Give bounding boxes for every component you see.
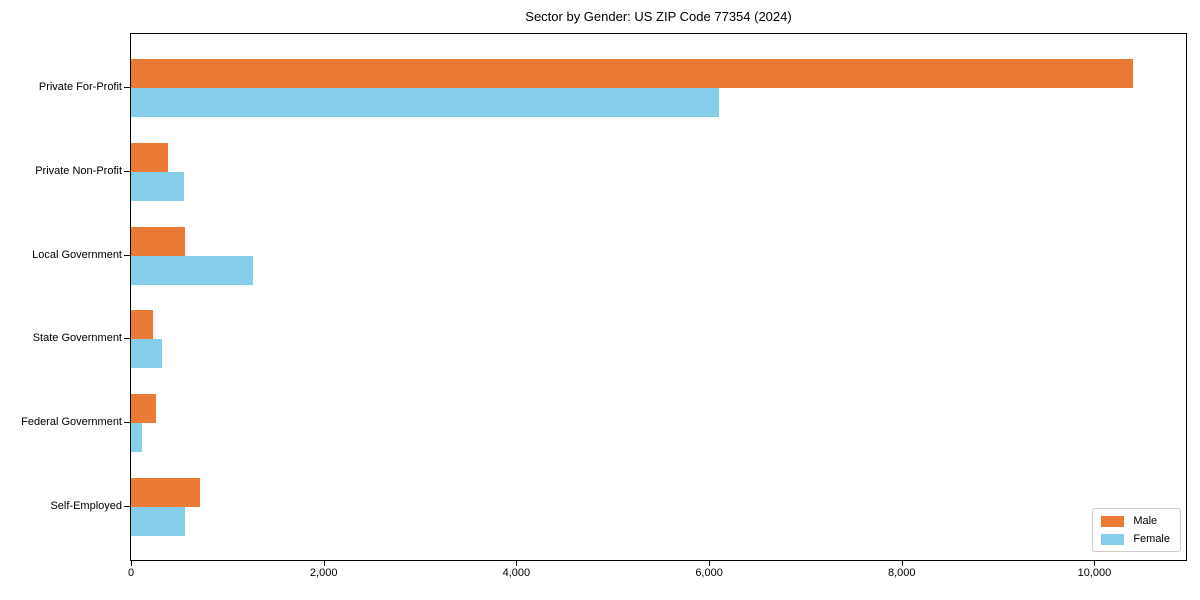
bar-male-private-for-profit xyxy=(131,59,1133,88)
bar-female-federal-government xyxy=(131,423,142,453)
x-tick-label-10-000: 10,000 xyxy=(1077,567,1112,579)
x-tick-label-6-000: 6,000 xyxy=(695,567,723,579)
bar-male-private-non-profit xyxy=(131,142,168,172)
bar-female-private-for-profit xyxy=(131,88,719,117)
legend-entry-male: Male xyxy=(1101,515,1170,527)
x-tick-label-4-000: 4,000 xyxy=(502,567,531,579)
bar-female-private-non-profit xyxy=(131,171,184,201)
bar-female-state-government xyxy=(131,339,162,369)
legend-entry-female: Female xyxy=(1101,533,1170,545)
y-axis-label-state-government: State Government xyxy=(32,332,122,345)
x-tick-mark xyxy=(1094,561,1096,566)
y-tick-mark xyxy=(124,170,130,172)
legend-label-female: Female xyxy=(1133,533,1170,545)
bar-male-self-employed xyxy=(131,478,201,507)
y-axis-label-local-government: Local Government xyxy=(32,248,122,261)
chart-title: Sector by Gender: US ZIP Code 77354 (202… xyxy=(525,9,792,24)
y-axis-label-self-employed: Self-Employed xyxy=(50,500,122,512)
bar-female-self-employed xyxy=(131,507,185,536)
x-tick-mark xyxy=(709,561,711,566)
x-tick-label-0: 0 xyxy=(127,567,135,579)
y-axis-label-private-for-profit: Private For-Profit xyxy=(38,81,122,93)
y-axis-label-federal-government: Federal Government xyxy=(21,416,122,429)
legend: Male Female xyxy=(1092,508,1181,552)
x-tick-label-8-000: 8,000 xyxy=(888,567,916,579)
bar-male-federal-government xyxy=(131,394,157,424)
y-tick-mark xyxy=(124,506,130,507)
y-axis-label-private-non-profit: Private Non-Profit xyxy=(35,164,122,177)
legend-label-male: Male xyxy=(1133,515,1158,527)
bar-male-local-government xyxy=(131,226,185,256)
x-tick-mark xyxy=(901,561,903,566)
bar-female-local-government xyxy=(131,255,254,285)
x-tick-mark xyxy=(323,561,325,566)
x-tick-mark xyxy=(131,561,132,566)
y-tick-mark xyxy=(124,422,130,424)
x-tick-label-2-000: 2,000 xyxy=(309,567,338,579)
plot-area: Male Female xyxy=(130,33,1187,561)
y-tick-mark xyxy=(124,338,130,340)
legend-swatch-female xyxy=(1101,533,1125,545)
legend-swatch-male xyxy=(1101,515,1125,527)
y-tick-mark xyxy=(124,254,130,256)
y-tick-mark xyxy=(124,87,130,88)
bar-male-state-government xyxy=(131,310,154,340)
x-tick-mark xyxy=(516,561,518,566)
